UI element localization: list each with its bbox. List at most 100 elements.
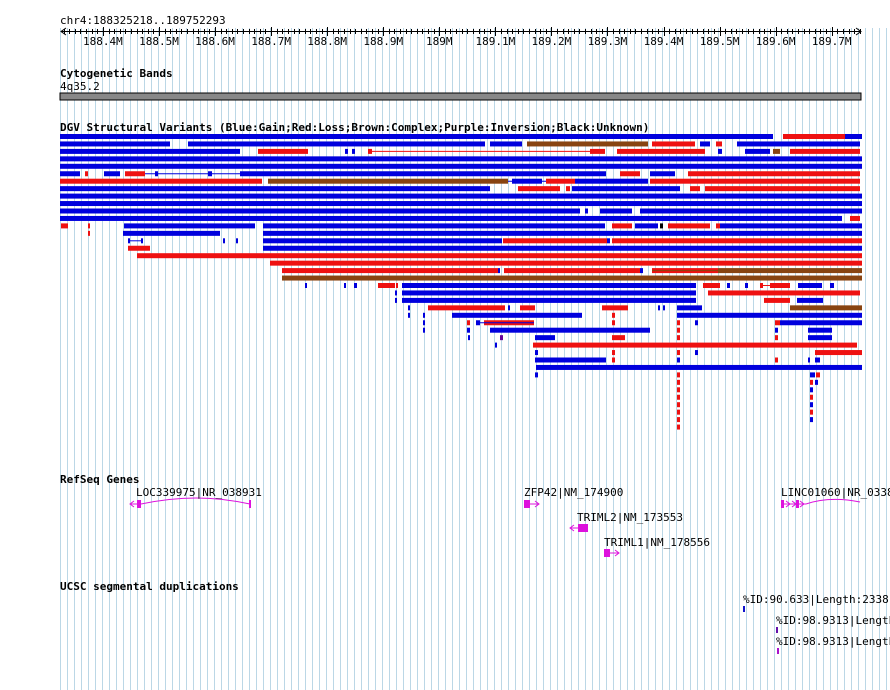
sv-feature xyxy=(775,327,778,333)
ruler-tick-label: 188.7M xyxy=(251,35,291,48)
sv-feature xyxy=(395,290,397,296)
sv-feature xyxy=(498,268,500,274)
sv-feature xyxy=(123,230,220,236)
gene-exon xyxy=(137,500,141,508)
segdup-label-3[interactable]: %ID:98.9313|Length: xyxy=(776,635,890,648)
sv-feature xyxy=(808,335,832,341)
sv-feature xyxy=(263,230,862,236)
sv-feature xyxy=(344,283,346,288)
sv-feature xyxy=(612,350,615,356)
sv-feature xyxy=(830,283,834,288)
sv-feature xyxy=(128,245,150,251)
sv-feature xyxy=(124,223,255,229)
sv-feature xyxy=(263,223,605,229)
sv-feature xyxy=(810,409,813,415)
sv-feature xyxy=(60,193,862,199)
sv-feature xyxy=(705,186,860,192)
ruler-tick-label: 189.3M xyxy=(588,35,628,48)
ruler-tick-label: 188.6M xyxy=(195,35,235,48)
sv-feature xyxy=(810,379,813,385)
segdup-feature xyxy=(776,627,778,633)
sv-feature xyxy=(727,283,730,288)
sv-feature xyxy=(125,171,145,177)
ruler-tick-label: 189.5M xyxy=(700,35,740,48)
sv-feature xyxy=(60,134,773,139)
segdup-label-2[interactable]: %ID:98.9313|Length: xyxy=(776,614,890,627)
sv-feature xyxy=(60,178,262,184)
sv-feature xyxy=(612,238,862,244)
sv-feature xyxy=(612,312,615,318)
segdup-track-title[interactable]: UCSC segmental duplications xyxy=(60,580,239,593)
sv-feature xyxy=(282,268,498,274)
sv-feature xyxy=(575,178,648,184)
gene-label-triml2[interactable]: TRIML2|NM_173553 xyxy=(577,511,683,524)
sv-feature xyxy=(137,253,862,259)
sv-feature xyxy=(773,148,780,154)
sv-feature xyxy=(60,201,862,207)
sv-feature xyxy=(263,245,862,251)
sv-feature xyxy=(810,394,813,400)
sv-feature xyxy=(658,305,660,311)
sv-feature xyxy=(695,320,698,326)
ruler-tick-label: 188.4M xyxy=(83,35,123,48)
sv-feature xyxy=(816,372,820,378)
sv-feature xyxy=(396,283,398,288)
sv-feature xyxy=(518,186,560,192)
sv-feature xyxy=(810,402,813,408)
sv-feature xyxy=(535,357,606,363)
sv-feature xyxy=(402,297,696,303)
sv-feature xyxy=(352,148,355,154)
segdup-label-1[interactable]: %ID:90.633|Length:2338 xyxy=(743,593,889,606)
sv-feature xyxy=(536,364,862,370)
sv-feature xyxy=(585,208,588,214)
gene-label-zfp42[interactable]: ZFP42|NM_174900 xyxy=(524,486,624,499)
sv-feature xyxy=(423,327,425,333)
sv-feature xyxy=(60,186,490,192)
sv-feature xyxy=(716,141,722,147)
sv-feature xyxy=(61,223,68,229)
ruler-tick-label: 189.7M xyxy=(812,35,852,48)
gene-label-linc01060[interactable]: LINC01060|NR_03386 xyxy=(781,486,890,499)
sv-feature xyxy=(677,335,680,341)
sv-feature xyxy=(663,305,665,311)
strand-arrow-icon xyxy=(534,500,540,508)
sv-feature xyxy=(745,283,748,288)
sv-feature xyxy=(354,283,357,288)
sv-feature xyxy=(677,350,680,356)
gene-exon xyxy=(796,500,799,508)
sv-feature xyxy=(815,379,818,385)
ruler-tick-label: 189.2M xyxy=(532,35,572,48)
sv-feature xyxy=(490,141,522,147)
sv-feature xyxy=(270,260,862,266)
gene-label-triml1[interactable]: TRIML1|NM_178556 xyxy=(604,536,710,549)
sv-feature xyxy=(60,156,862,162)
sv-feature xyxy=(503,238,607,244)
sv-feature xyxy=(716,223,720,229)
refseq-track-title[interactable]: RefSeq Genes xyxy=(60,473,140,486)
sv-feature xyxy=(85,171,88,177)
sv-feature xyxy=(677,379,680,385)
coordinate-label: chr4:188325218..189752293 xyxy=(60,14,226,27)
sv-feature xyxy=(677,312,862,318)
sv-feature xyxy=(527,141,648,147)
cytoband-track-title[interactable]: Cytogenetic Bands xyxy=(60,67,173,80)
sv-feature xyxy=(490,327,650,333)
ruler-tick-label: 189M xyxy=(426,35,453,48)
sv-feature xyxy=(428,305,505,311)
gene-label-loc339975[interactable]: LOC339975|NR_038931 xyxy=(136,486,262,499)
sv-feature xyxy=(708,290,860,296)
sv-feature xyxy=(780,320,862,326)
gene-intron xyxy=(805,498,861,505)
sv-feature xyxy=(677,417,680,423)
sv-feature xyxy=(452,312,582,318)
sv-feature xyxy=(368,148,372,154)
sv-feature xyxy=(815,357,820,363)
sv-feature xyxy=(378,283,395,288)
sv-feature xyxy=(607,238,610,244)
ruler-tick-label: 189.6M xyxy=(756,35,796,48)
sv-feature xyxy=(617,148,705,154)
strand-arrow-icon xyxy=(129,500,135,508)
dgv-track-title[interactable]: DGV Structural Variants (Blue:Gain;Red:L… xyxy=(60,121,650,134)
sv-feature xyxy=(60,215,842,221)
